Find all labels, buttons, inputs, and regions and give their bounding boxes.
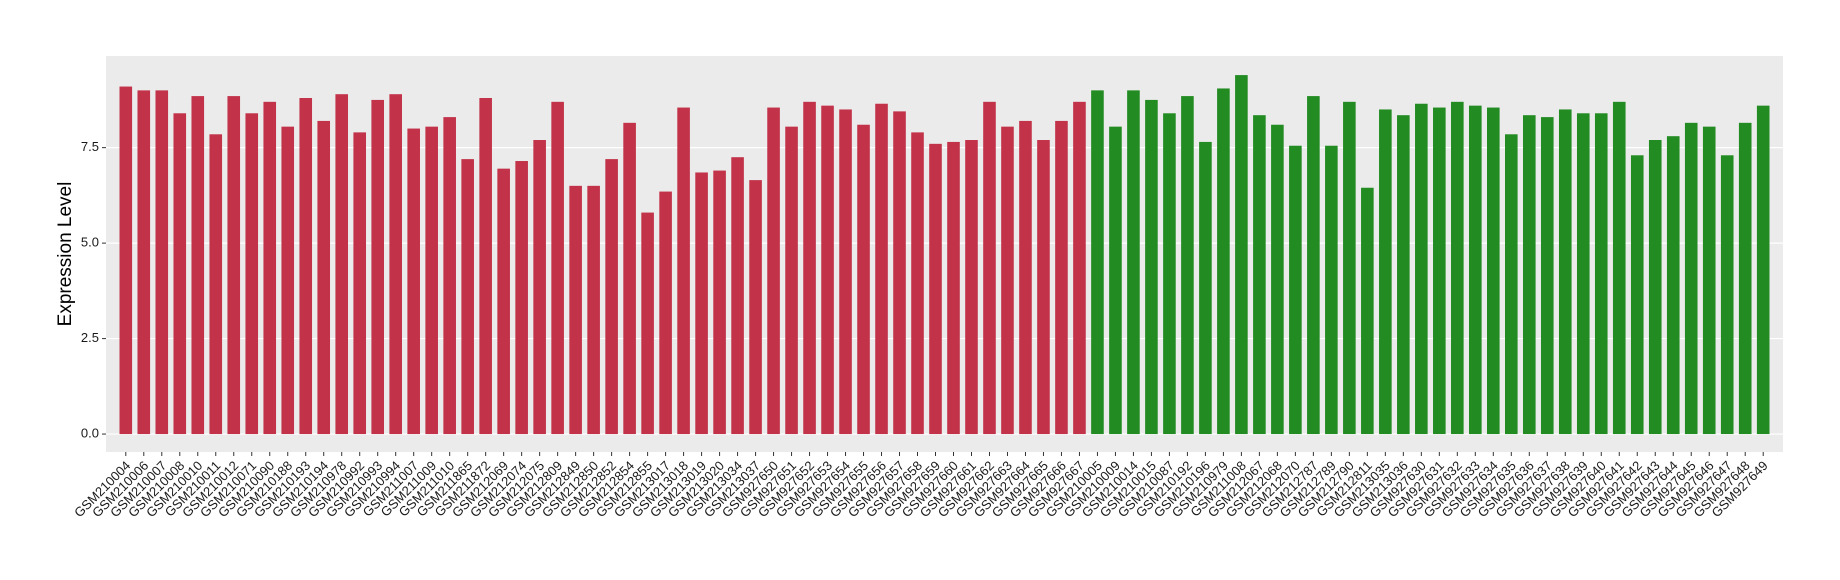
bar xyxy=(695,172,708,435)
bar xyxy=(353,132,367,435)
bar xyxy=(1397,115,1410,435)
bar xyxy=(1037,140,1050,435)
bar xyxy=(659,191,672,435)
bar xyxy=(1001,126,1014,435)
bar xyxy=(641,212,654,435)
bar xyxy=(677,107,690,435)
bar xyxy=(389,94,402,435)
bar xyxy=(1756,105,1770,435)
bar xyxy=(749,180,762,435)
bar xyxy=(1415,103,1428,435)
bar xyxy=(587,185,600,435)
bar xyxy=(839,109,852,435)
bar xyxy=(821,105,834,435)
bar xyxy=(569,185,582,435)
bar xyxy=(1073,101,1086,435)
bar xyxy=(1433,107,1446,435)
bar xyxy=(1738,122,1752,435)
bar xyxy=(1019,120,1032,435)
bar xyxy=(551,101,564,435)
bar xyxy=(425,126,438,435)
bar xyxy=(1469,105,1482,435)
bar xyxy=(1091,90,1104,435)
bar xyxy=(1289,145,1302,435)
bar xyxy=(263,101,277,435)
bar xyxy=(245,113,259,435)
bar xyxy=(533,140,546,435)
bar xyxy=(1504,134,1518,435)
bar xyxy=(1522,115,1536,435)
bar xyxy=(965,140,978,435)
bar xyxy=(1235,75,1248,435)
bar xyxy=(209,134,223,435)
bar xyxy=(191,96,205,435)
bar xyxy=(1630,155,1644,435)
bar xyxy=(1271,124,1284,435)
bar xyxy=(947,141,960,435)
bar xyxy=(1666,136,1680,435)
bar xyxy=(299,98,313,435)
bar xyxy=(443,117,456,435)
bar xyxy=(1055,120,1068,435)
y-tick-label: 5.0 xyxy=(81,235,99,250)
bar xyxy=(767,107,780,435)
bar xyxy=(479,98,492,435)
bar xyxy=(1325,145,1338,435)
bar xyxy=(1594,113,1608,435)
bar xyxy=(1540,117,1554,435)
bar xyxy=(1576,113,1590,435)
bar xyxy=(1451,101,1464,435)
bar xyxy=(857,124,870,435)
bar xyxy=(1648,140,1662,435)
bar xyxy=(605,159,618,435)
bar xyxy=(1684,122,1698,435)
bar xyxy=(1379,109,1392,435)
bar xyxy=(1145,99,1158,435)
y-tick-label: 0.0 xyxy=(81,425,99,440)
bar xyxy=(1487,107,1500,435)
bar xyxy=(875,103,888,435)
bar xyxy=(785,126,798,435)
bar xyxy=(173,113,187,435)
bar xyxy=(893,111,906,435)
bar xyxy=(929,143,942,435)
bar xyxy=(1558,109,1572,435)
bar xyxy=(515,161,528,435)
bar xyxy=(1199,141,1212,435)
plot-background xyxy=(106,56,1783,452)
bar xyxy=(623,122,636,435)
bar xyxy=(317,120,331,435)
bar xyxy=(155,90,169,435)
bar xyxy=(119,86,133,435)
bar xyxy=(713,170,726,435)
bar xyxy=(371,99,385,435)
bar xyxy=(497,168,510,435)
bar xyxy=(1253,115,1266,435)
bar xyxy=(1720,155,1734,435)
bar xyxy=(227,96,241,435)
bar xyxy=(335,94,349,435)
bar xyxy=(803,101,816,435)
bar xyxy=(1181,96,1194,435)
bar xyxy=(1343,101,1356,435)
y-tick-label: 7.5 xyxy=(81,139,99,154)
bar xyxy=(1702,126,1716,435)
y-axis-label: Expression Level xyxy=(55,182,76,327)
bar xyxy=(1163,113,1176,435)
bar xyxy=(1361,187,1374,435)
bar xyxy=(911,132,924,435)
y-tick-label: 2.5 xyxy=(81,330,99,345)
bar xyxy=(407,128,420,435)
bar xyxy=(1127,90,1140,435)
bar xyxy=(1307,96,1320,435)
bar xyxy=(1217,88,1230,435)
bar xyxy=(281,126,295,435)
bar xyxy=(731,157,744,435)
bar xyxy=(137,90,151,435)
bar xyxy=(461,159,474,435)
bar xyxy=(1612,101,1626,435)
bar xyxy=(1109,126,1122,435)
bar xyxy=(983,101,996,435)
